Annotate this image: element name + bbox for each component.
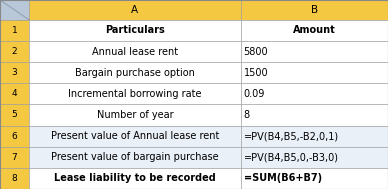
- Text: Annual lease rent: Annual lease rent: [92, 46, 178, 57]
- Text: 5800: 5800: [244, 46, 268, 57]
- Text: 8: 8: [12, 174, 17, 183]
- Text: 8: 8: [244, 110, 250, 120]
- Text: Particulars: Particulars: [105, 25, 165, 35]
- Bar: [29, 83, 241, 104]
- Text: Bargain purchase option: Bargain purchase option: [75, 68, 195, 78]
- Bar: [241, 125, 388, 147]
- Text: Present value of Annual lease rent: Present value of Annual lease rent: [51, 131, 219, 141]
- Bar: [0, 20, 29, 41]
- Text: 5: 5: [12, 111, 17, 119]
- Bar: [241, 168, 388, 189]
- Bar: [0, 168, 29, 189]
- Bar: [0, 41, 29, 62]
- Bar: [29, 168, 241, 189]
- Bar: [241, 147, 388, 168]
- Bar: [29, 147, 241, 168]
- Bar: [0, 62, 29, 83]
- Text: A: A: [131, 5, 139, 15]
- Text: 7: 7: [12, 153, 17, 162]
- Text: =PV(B4,B5,-B2,0,1): =PV(B4,B5,-B2,0,1): [244, 131, 339, 141]
- Bar: [29, 104, 241, 125]
- Bar: [0, 147, 29, 168]
- Bar: [29, 0, 241, 20]
- Bar: [0, 104, 29, 125]
- Text: Amount: Amount: [293, 25, 336, 35]
- Bar: [0, 0, 29, 20]
- Text: 6: 6: [12, 132, 17, 141]
- Text: B: B: [311, 5, 318, 15]
- Bar: [241, 20, 388, 41]
- Bar: [29, 41, 241, 62]
- Text: =PV(B4,B5,0,-B3,0): =PV(B4,B5,0,-B3,0): [244, 152, 339, 162]
- Text: 4: 4: [12, 89, 17, 98]
- Bar: [29, 20, 241, 41]
- Bar: [0, 125, 29, 147]
- Text: 1500: 1500: [244, 68, 268, 78]
- Text: 2: 2: [12, 47, 17, 56]
- Text: Incremental borrowing rate: Incremental borrowing rate: [68, 89, 202, 99]
- Text: 1: 1: [12, 26, 17, 35]
- Text: Lease liability to be recorded: Lease liability to be recorded: [54, 174, 216, 184]
- Text: Number of year: Number of year: [97, 110, 173, 120]
- Bar: [241, 62, 388, 83]
- Bar: [241, 83, 388, 104]
- Bar: [241, 0, 388, 20]
- Bar: [29, 62, 241, 83]
- Text: 0.09: 0.09: [244, 89, 265, 99]
- Text: Present value of bargain purchase: Present value of bargain purchase: [51, 152, 219, 162]
- Bar: [0, 83, 29, 104]
- Text: 3: 3: [12, 68, 17, 77]
- Bar: [241, 104, 388, 125]
- Bar: [29, 125, 241, 147]
- Text: =SUM(B6+B7): =SUM(B6+B7): [244, 174, 322, 184]
- Bar: [241, 41, 388, 62]
